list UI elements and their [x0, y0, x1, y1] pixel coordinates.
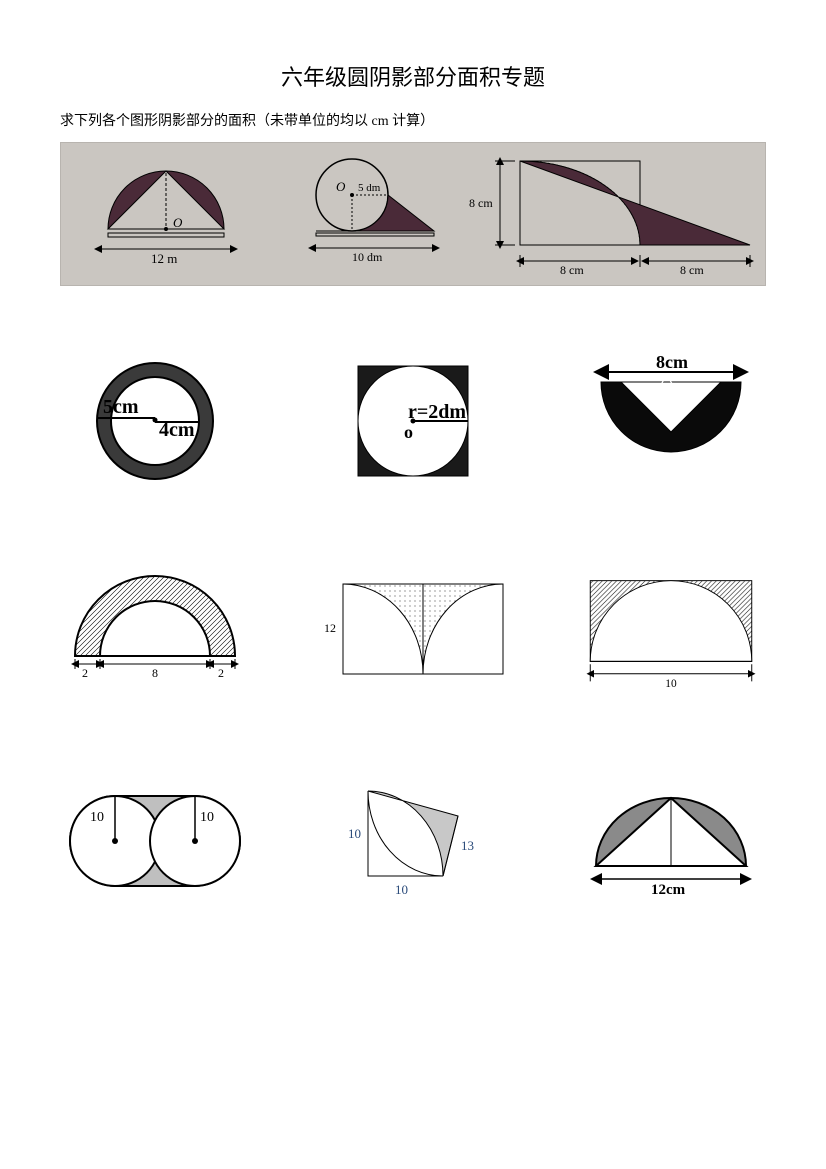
figure-5: r=2dm o	[318, 356, 508, 486]
fig11-a: 10	[348, 826, 361, 841]
fig7-c: 2	[218, 666, 224, 680]
fig2-O: O	[336, 179, 346, 194]
figure-7: 2 8 2	[60, 566, 250, 696]
fig3-w1: 8 cm	[560, 263, 584, 277]
figure-row-1: O 12 m O 5 dm 10 dm	[60, 142, 766, 286]
fig7-b: 8	[152, 666, 158, 680]
fig10-r2: 10	[200, 810, 214, 825]
figure-10: 10 10	[60, 776, 250, 906]
fig2-r: 5 dm	[358, 182, 381, 194]
fig4-rin: 4cm	[159, 419, 195, 441]
figure-1: O 12 m	[73, 151, 268, 271]
figure-6: 8cm	[576, 356, 766, 486]
fig1-dim: 12 m	[151, 251, 177, 266]
fig3-w2: 8 cm	[680, 263, 704, 277]
fig11-c: 13	[461, 838, 474, 853]
instruction-text: 求下列各个图形阴影部分的面积（未带单位的均以 cm 计算）	[60, 110, 766, 130]
figure-12: 12cm	[576, 776, 766, 906]
fig12-dim: 12cm	[651, 882, 686, 898]
figure-11: 10 10 13	[318, 776, 508, 906]
fig5-o: o	[404, 422, 413, 442]
fig2-dim: 10 dm	[352, 250, 383, 264]
fig9-w: 10	[665, 678, 677, 690]
fig3-h: 8 cm	[469, 196, 493, 210]
fig10-r1: 10	[90, 810, 104, 825]
figure-2: O 5 dm 10 dm	[274, 151, 459, 271]
figure-9: 10	[576, 566, 766, 696]
fig11-b: 10	[395, 882, 408, 897]
fig8-h: 12	[324, 621, 336, 635]
fig4-rout: 5cm	[103, 396, 139, 418]
figure-grid: 5cm 4cm r=2dm o 8cm	[60, 356, 766, 906]
fig1-O: O	[173, 215, 183, 230]
figure-3: 8 cm 8 cm 8 cm	[465, 151, 755, 281]
fig7-a: 2	[82, 666, 88, 680]
fig6-dim: 8cm	[656, 356, 688, 372]
fig5-r: r=2dm	[408, 401, 466, 423]
page-title: 六年级圆阴影部分面积专题	[60, 60, 766, 92]
figure-8: 12	[318, 566, 508, 696]
figure-4: 5cm 4cm	[60, 356, 250, 486]
